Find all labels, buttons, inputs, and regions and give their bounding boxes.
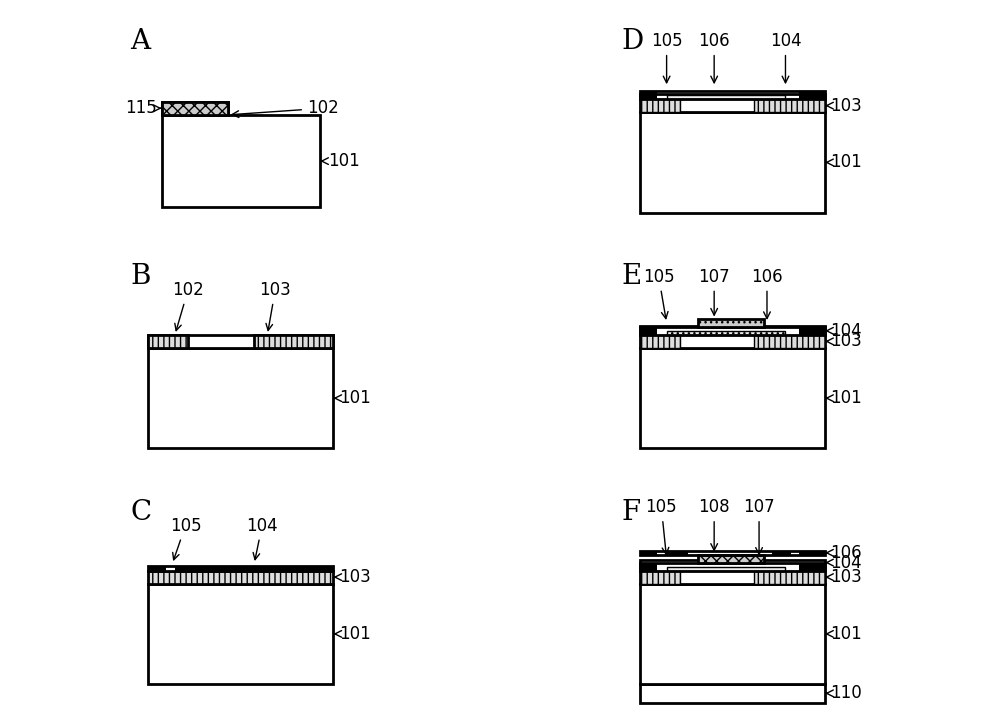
Text: 103: 103 (827, 568, 862, 586)
Bar (166, 566, 175, 571)
Text: F: F (622, 500, 641, 526)
Text: 106: 106 (827, 544, 862, 562)
Bar (799, 327, 825, 331)
Bar (799, 566, 825, 571)
Bar (640, 327, 825, 335)
Bar (640, 95, 657, 99)
Bar (148, 584, 333, 684)
Text: 108: 108 (698, 498, 730, 550)
Text: A: A (130, 28, 150, 54)
Bar (667, 95, 785, 99)
Bar (254, 335, 333, 348)
Bar (640, 94, 825, 112)
Text: 101: 101 (335, 389, 370, 407)
Bar (698, 555, 764, 563)
Text: 110: 110 (827, 684, 862, 703)
Text: 105: 105 (643, 268, 675, 318)
Text: 104: 104 (770, 32, 801, 83)
Text: 103: 103 (259, 281, 291, 331)
Bar (754, 335, 825, 348)
Text: 101: 101 (322, 152, 360, 170)
Text: 115: 115 (125, 99, 160, 117)
Text: 105: 105 (646, 498, 677, 555)
Bar (640, 99, 680, 112)
Bar (162, 115, 320, 207)
Text: 103: 103 (827, 332, 862, 350)
Bar (698, 320, 764, 327)
Bar (148, 335, 188, 348)
Bar (667, 566, 785, 571)
Bar (799, 563, 825, 566)
Bar (162, 102, 228, 115)
Bar (640, 566, 657, 571)
Bar (799, 331, 825, 335)
Bar (640, 331, 657, 335)
Bar (148, 566, 166, 571)
Bar (667, 331, 785, 335)
Text: 104: 104 (827, 554, 862, 571)
Bar (148, 348, 333, 448)
Bar (148, 571, 333, 584)
Text: 102: 102 (172, 281, 204, 331)
Bar (162, 102, 228, 115)
Bar (640, 348, 825, 448)
Text: 106: 106 (698, 32, 730, 83)
Text: 103: 103 (335, 568, 370, 586)
Bar (640, 551, 657, 555)
Text: B: B (130, 263, 151, 291)
Bar (640, 571, 680, 584)
Bar (799, 95, 825, 99)
Bar (640, 112, 825, 212)
Bar (640, 584, 825, 684)
Text: E: E (622, 263, 642, 291)
Text: 106: 106 (751, 268, 783, 318)
Bar (640, 560, 825, 584)
Bar (640, 91, 825, 99)
Bar (175, 566, 333, 571)
Bar (799, 91, 825, 95)
Bar (640, 563, 657, 566)
Bar (148, 335, 333, 348)
Text: 107: 107 (743, 498, 775, 555)
Bar (754, 99, 825, 112)
Bar (640, 327, 657, 331)
Bar (667, 551, 688, 555)
Bar (799, 551, 825, 555)
Text: 101: 101 (827, 389, 862, 407)
Bar (640, 551, 825, 555)
Text: 101: 101 (827, 625, 862, 643)
Text: 101: 101 (335, 625, 370, 643)
Text: 105: 105 (170, 517, 201, 560)
Text: D: D (622, 28, 644, 54)
Bar (148, 566, 333, 571)
Text: C: C (130, 500, 151, 526)
Bar (640, 684, 825, 703)
Bar (640, 563, 825, 571)
Text: 103: 103 (827, 96, 862, 115)
Text: 101: 101 (827, 154, 862, 171)
Bar (640, 326, 825, 348)
Text: 102: 102 (232, 99, 339, 117)
Bar (640, 91, 657, 95)
Text: 104: 104 (246, 517, 278, 560)
Bar (754, 571, 825, 584)
Text: 107: 107 (698, 268, 730, 315)
Bar (640, 335, 680, 348)
Bar (772, 551, 791, 555)
Text: 105: 105 (651, 32, 682, 83)
Text: 104: 104 (827, 322, 862, 340)
